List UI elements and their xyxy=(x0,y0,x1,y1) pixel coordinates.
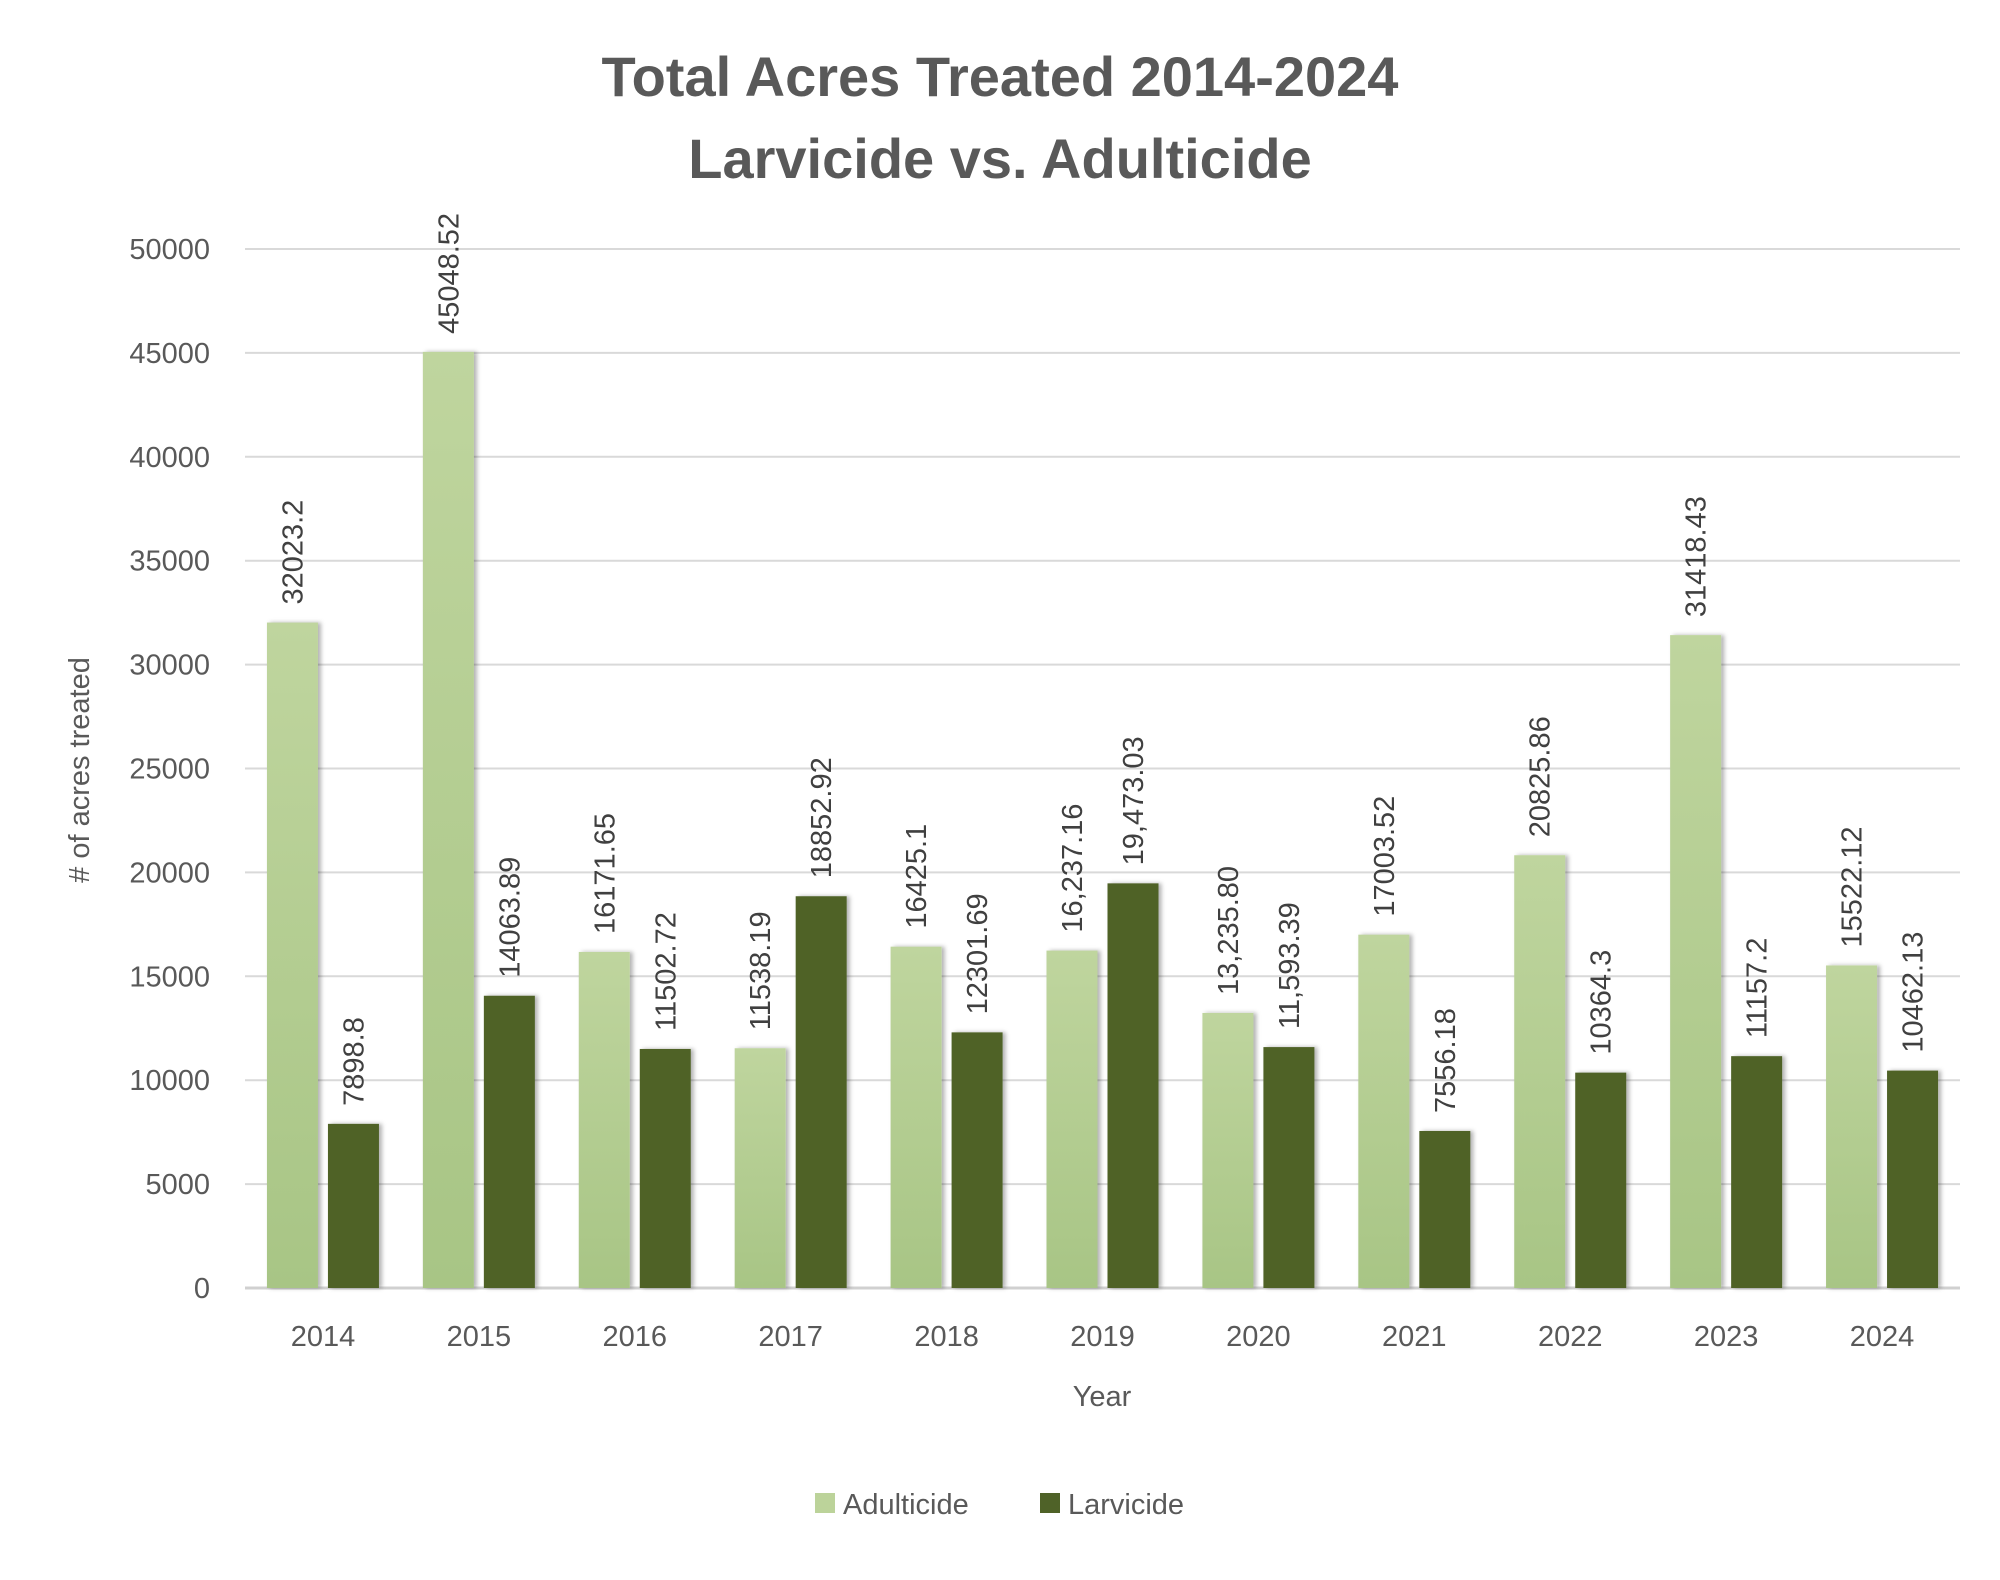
x-tick-label: 2017 xyxy=(758,1321,823,1353)
data-label: 11,593.39 xyxy=(1274,902,1306,1029)
y-tick-label: 0 xyxy=(194,1273,210,1305)
data-label: 16,237.16 xyxy=(1057,804,1089,933)
bar-larvicide xyxy=(1575,1072,1627,1288)
data-label: 15522.12 xyxy=(1837,826,1869,947)
x-axis-title: Year xyxy=(1073,1381,1132,1413)
y-tick-label: 10000 xyxy=(129,1065,210,1097)
x-tick-label: 2018 xyxy=(914,1321,979,1353)
data-label: 31418.43 xyxy=(1681,496,1713,617)
y-tick-label: 15000 xyxy=(129,961,210,993)
y-tick-label: 30000 xyxy=(129,650,210,682)
bar-larvicide xyxy=(483,995,535,1288)
data-label: 20825.86 xyxy=(1525,716,1557,837)
x-tick-label: 2022 xyxy=(1538,1321,1603,1353)
x-tick-label: 2015 xyxy=(447,1321,512,1353)
y-tick-label: 35000 xyxy=(129,546,210,578)
bar-adulticide xyxy=(578,951,630,1288)
bar-larvicide xyxy=(1731,1056,1783,1288)
x-tick-label: 2020 xyxy=(1226,1321,1291,1353)
data-label: 11502.72 xyxy=(650,912,682,1031)
y-tick-label: 50000 xyxy=(129,234,210,266)
legend-swatch-adulticide xyxy=(815,1493,835,1513)
legend-swatch-larvicide xyxy=(1040,1493,1060,1513)
data-label: 10364.3 xyxy=(1586,950,1618,1055)
data-label: 18852.92 xyxy=(806,757,838,878)
data-label: 16171.65 xyxy=(589,813,621,934)
bar-adulticide xyxy=(1358,934,1410,1288)
bar-adulticide xyxy=(1514,855,1566,1288)
legend-label-larvicide: Larvicide xyxy=(1068,1489,1184,1521)
bar-adulticide xyxy=(422,351,474,1289)
data-label: 32023.2 xyxy=(277,500,309,605)
bar-adulticide xyxy=(1826,965,1878,1288)
data-label: 11157.2 xyxy=(1742,938,1774,1039)
data-label: 11538.19 xyxy=(745,911,777,1030)
data-label: 7556.18 xyxy=(1430,1008,1462,1113)
x-tick-label: 2016 xyxy=(603,1321,668,1353)
y-tick-label: 20000 xyxy=(129,857,210,889)
bar-adulticide xyxy=(1670,635,1722,1288)
x-tick-label: 2024 xyxy=(1850,1321,1915,1353)
y-tick-label: 5000 xyxy=(145,1169,210,1201)
x-tick-label: 2021 xyxy=(1382,1321,1447,1353)
data-label: 13,235.80 xyxy=(1213,866,1245,995)
data-label: 17003.52 xyxy=(1369,796,1401,917)
bar-larvicide xyxy=(1419,1130,1471,1288)
bar-adulticide xyxy=(1202,1012,1254,1288)
bar-larvicide xyxy=(327,1123,379,1288)
data-label: 16425.1 xyxy=(901,824,933,929)
y-axis-title: # of acres treated xyxy=(64,657,96,883)
data-label: 19,473.03 xyxy=(1118,736,1150,865)
y-tick-label: 45000 xyxy=(129,338,210,370)
data-label: 12301.69 xyxy=(962,893,994,1014)
legend-label-adulticide: Adulticide xyxy=(843,1489,969,1521)
bar-larvicide xyxy=(1887,1070,1939,1288)
chart-title-line-2: Larvicide vs. Adulticide xyxy=(688,127,1311,190)
y-tick-label: 40000 xyxy=(129,442,210,474)
bar-larvicide xyxy=(1263,1047,1315,1288)
x-tick-label: 2019 xyxy=(1070,1321,1135,1353)
bar-adulticide xyxy=(890,946,942,1288)
bar-larvicide xyxy=(639,1048,691,1288)
bar-larvicide xyxy=(795,896,847,1288)
bar-adulticide xyxy=(1046,950,1098,1288)
data-label: 7898.8 xyxy=(338,1017,370,1106)
data-label: 14063.89 xyxy=(494,857,526,978)
bar-adulticide xyxy=(266,622,318,1288)
bar-larvicide xyxy=(951,1032,1003,1288)
y-tick-label: 25000 xyxy=(129,754,210,786)
data-label: 45048.52 xyxy=(433,213,465,334)
data-label: 10462.13 xyxy=(1898,932,1930,1053)
chart-title-line-1: Total Acres Treated 2014-2024 xyxy=(602,45,1399,108)
x-tick-label: 2023 xyxy=(1694,1321,1759,1353)
bar-adulticide xyxy=(734,1048,786,1288)
x-tick-label: 2014 xyxy=(291,1321,356,1353)
bar-larvicide xyxy=(1107,883,1159,1288)
